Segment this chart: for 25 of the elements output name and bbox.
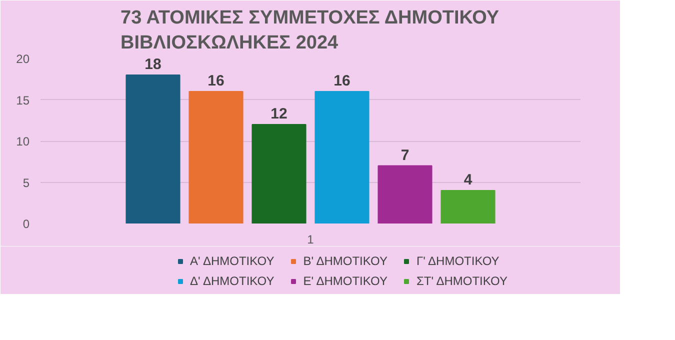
legend-label: Δ' ΔΗΜΟΤΙΚΟΥ bbox=[190, 274, 274, 288]
bar bbox=[252, 124, 306, 224]
data-label: 16 bbox=[334, 72, 350, 90]
legend-label: Α' ΔΗΜΟΤΙΚΟΥ bbox=[190, 254, 274, 268]
bar bbox=[440, 190, 496, 224]
data-label: 16 bbox=[208, 72, 224, 90]
y-tick-label: 10 bbox=[16, 134, 30, 148]
data-label: 7 bbox=[400, 146, 410, 164]
legend-label: Β' ΔΗΜΟΤΙΚΟΥ bbox=[303, 254, 388, 268]
legend-label: Γ' ΔΗΜΟΤΙΚΟΥ bbox=[416, 254, 500, 268]
y-tick-label: 15 bbox=[16, 93, 30, 108]
data-label: 18 bbox=[144, 56, 162, 73]
x-tick-label: 1 bbox=[307, 232, 314, 246]
y-tick-label: 20 bbox=[16, 52, 30, 66]
bar bbox=[126, 74, 180, 224]
data-label: 12 bbox=[270, 106, 288, 122]
legend-label: Ε' ΔΗΜΟΤΙΚΟΥ bbox=[303, 274, 388, 288]
bar bbox=[314, 91, 370, 224]
bar bbox=[188, 91, 244, 224]
bar bbox=[378, 165, 432, 224]
y-tick-label: 0 bbox=[22, 217, 30, 231]
y-tick-label: 5 bbox=[22, 176, 30, 190]
data-label: 4 bbox=[464, 172, 473, 188]
legend-label: ΣΤ' ΔΗΜΟΤΙΚΟΥ bbox=[416, 274, 508, 288]
chart-title: 73 ΑΤΟΜΙΚΕΣ ΣΥΜΜΕΤΟΧΕΣ ΔΗΜΟΤΙΚΟΥ ΒΙΒΛΙΟΣΚΩΛΗΚΕΣ 2024 bbox=[120, 7, 500, 54]
